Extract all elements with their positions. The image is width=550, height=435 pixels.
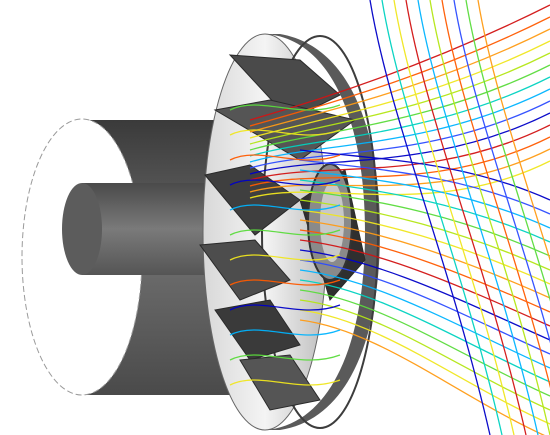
streamline (381, 0, 503, 435)
streamline (249, 160, 550, 199)
streamline (229, 254, 341, 261)
streamline (299, 189, 550, 257)
streamline (229, 204, 341, 211)
streamline (299, 229, 550, 313)
rear-housing (21, 118, 230, 396)
streamline (393, 0, 515, 435)
streamline (249, 136, 550, 187)
impeller-eye-inner (320, 182, 344, 262)
streamline (229, 154, 341, 161)
shaft-end (62, 183, 102, 275)
streamline (299, 249, 550, 341)
streamline (477, 0, 550, 262)
streamline (299, 259, 550, 355)
streamline (229, 329, 341, 336)
streamline (299, 239, 550, 327)
impeller (199, 33, 380, 431)
streamline (417, 0, 539, 435)
shaft-body (82, 183, 215, 275)
streamline (369, 0, 491, 435)
streamline (299, 199, 550, 271)
streamline (229, 279, 341, 286)
streamline (299, 149, 550, 201)
streamline (299, 309, 550, 425)
streamline (299, 289, 550, 397)
streamline (249, 124, 550, 181)
blade (228, 54, 341, 121)
streamline (299, 219, 550, 299)
streamline (299, 169, 550, 229)
streamline (249, 64, 550, 151)
streamline (299, 319, 546, 435)
streamline (249, 52, 550, 145)
impeller-front-ring (261, 35, 379, 429)
streamline (229, 304, 341, 311)
streamlines (229, 0, 550, 435)
streamline (249, 28, 550, 133)
streamline (229, 129, 341, 136)
streamline (229, 104, 341, 111)
streamline (465, 0, 550, 302)
streamline (249, 100, 550, 169)
streamline (249, 40, 550, 139)
streamline (299, 279, 550, 383)
streamline (249, 4, 550, 121)
streamline (299, 269, 550, 369)
streamline (453, 0, 550, 344)
streamline (249, 76, 550, 157)
streamline (249, 16, 550, 127)
streamline (429, 0, 550, 435)
streamline (405, 0, 527, 435)
blade (199, 239, 291, 301)
streamline (229, 379, 341, 386)
streamline (299, 209, 550, 285)
streamline (229, 354, 341, 361)
streamline (441, 0, 550, 389)
streamline (249, 148, 550, 193)
streamline (299, 159, 550, 215)
streamline (229, 229, 341, 236)
streamline (229, 179, 341, 186)
